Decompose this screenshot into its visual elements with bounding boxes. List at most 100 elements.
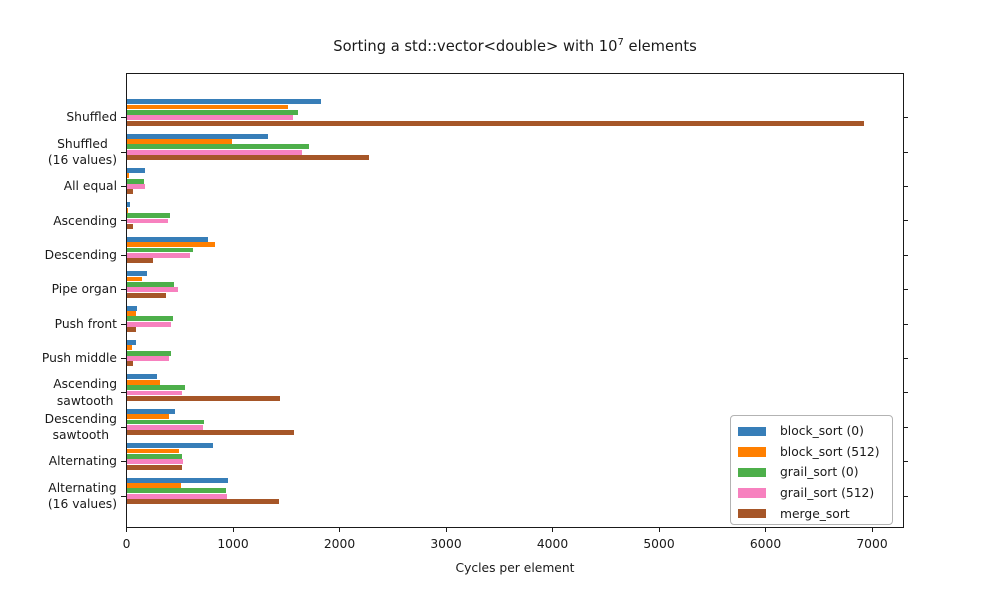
- bar: [126, 168, 145, 173]
- x-tick: [658, 528, 660, 532]
- x-tick: [445, 528, 447, 532]
- y-tick-right: [903, 186, 908, 187]
- bar: [126, 390, 183, 396]
- bar: [126, 178, 145, 184]
- bar: [126, 133, 269, 139]
- bar: [126, 189, 134, 195]
- bar: [126, 448, 180, 454]
- y-tick-left: [121, 426, 126, 428]
- y-tick-right: [903, 289, 908, 291]
- bar: [126, 292, 167, 298]
- bar: [126, 408, 176, 414]
- bar: [126, 99, 322, 105]
- bar: [126, 350, 172, 356]
- y-tick-right: [903, 426, 908, 428]
- bar: [126, 139, 232, 144]
- legend-item: block_sort (0): [731, 421, 892, 442]
- bar: [126, 207, 129, 213]
- x-tick-label: 3000: [430, 537, 462, 551]
- bar: [126, 252, 191, 258]
- bar: [126, 345, 133, 351]
- y-tick-label: Descending sawtooth: [45, 411, 117, 444]
- bar: [126, 109, 299, 115]
- y-tick-left: [121, 254, 126, 256]
- bar: [126, 499, 280, 504]
- bar: [126, 321, 171, 327]
- bar: [126, 271, 147, 277]
- bar: [126, 340, 137, 345]
- bar: [126, 247, 193, 253]
- bar: [126, 361, 134, 367]
- y-tick-label-line: Descending: [44, 411, 117, 426]
- y-tick-right: [903, 392, 908, 394]
- legend-label: merge_sort: [780, 506, 850, 521]
- bar: [126, 385, 185, 391]
- bar: [126, 155, 369, 160]
- bar: [126, 327, 136, 332]
- y-tick-label-line: Push front: [54, 316, 117, 331]
- legend-label: block_sort (512): [780, 444, 880, 459]
- y-tick-label: Push front: [55, 316, 117, 333]
- x-tick: [232, 528, 234, 532]
- y-tick-left: [121, 358, 126, 359]
- x-tick: [765, 528, 766, 532]
- x-tick-label: 6000: [749, 537, 782, 551]
- y-tick-label: Ascending: [53, 213, 117, 230]
- y-tick-label-line: (16 values): [47, 497, 117, 512]
- bar: [126, 488, 226, 494]
- y-tick-label-line: Push middle: [41, 351, 117, 366]
- bar: [126, 258, 153, 264]
- y-tick-label-line: (16 values): [47, 153, 117, 168]
- y-tick-left: [121, 323, 126, 325]
- bar: [126, 276, 143, 282]
- x-tick: [871, 528, 873, 532]
- y-tick-left: [121, 186, 126, 187]
- bar: [126, 120, 864, 126]
- y-tick-label: Ascending sawtooth: [53, 376, 117, 409]
- bar: [126, 213, 170, 219]
- legend-label: block_sort (0): [780, 424, 864, 439]
- y-tick-right: [903, 323, 908, 325]
- x-tick-label: 2000: [323, 537, 356, 551]
- y-tick-label-line: Shuffled: [57, 136, 108, 151]
- x-tick-label: 7000: [856, 537, 888, 551]
- x-tick: [339, 528, 340, 532]
- y-tick-label-line: Pipe organ: [51, 282, 117, 297]
- y-tick-right: [903, 117, 908, 119]
- y-tick-label-line: Alternating: [48, 480, 117, 495]
- bar: [126, 149, 303, 155]
- bar: [126, 311, 137, 316]
- title-exponent: 7: [617, 37, 624, 48]
- bar: [126, 379, 160, 385]
- legend-item: grail_sort (512): [731, 483, 892, 504]
- legend-swatch: [738, 488, 766, 498]
- bar: [126, 173, 130, 179]
- y-tick-left: [121, 117, 126, 119]
- y-tick-left: [121, 392, 126, 394]
- bar: [126, 242, 215, 248]
- bar: [126, 477, 228, 483]
- y-tick-label-line: Shuffled: [66, 110, 117, 125]
- bar: [126, 144, 309, 150]
- bar: [126, 218, 169, 224]
- y-tick-label-line: Ascending: [53, 213, 117, 228]
- bar: [126, 356, 170, 361]
- y-tick-label-line: All equal: [63, 179, 117, 194]
- bar: [126, 419, 204, 425]
- bar: [126, 115, 293, 121]
- x-tick-label: 1000: [217, 537, 249, 551]
- y-tick-label: Shuffled: [66, 109, 117, 126]
- x-tick: [126, 528, 127, 532]
- y-tick-right: [903, 358, 908, 359]
- bar: [126, 453, 183, 459]
- y-tick-label-line: sawtooth: [56, 393, 114, 408]
- x-tick: [552, 528, 553, 532]
- bar: [126, 374, 158, 380]
- bar: [126, 202, 130, 208]
- bar: [126, 104, 289, 110]
- bar: [126, 395, 281, 401]
- y-tick-right: [903, 220, 908, 222]
- y-tick-label: Push middle: [42, 350, 117, 367]
- y-tick-left: [121, 289, 126, 291]
- legend-label: grail_sort (512): [780, 486, 875, 501]
